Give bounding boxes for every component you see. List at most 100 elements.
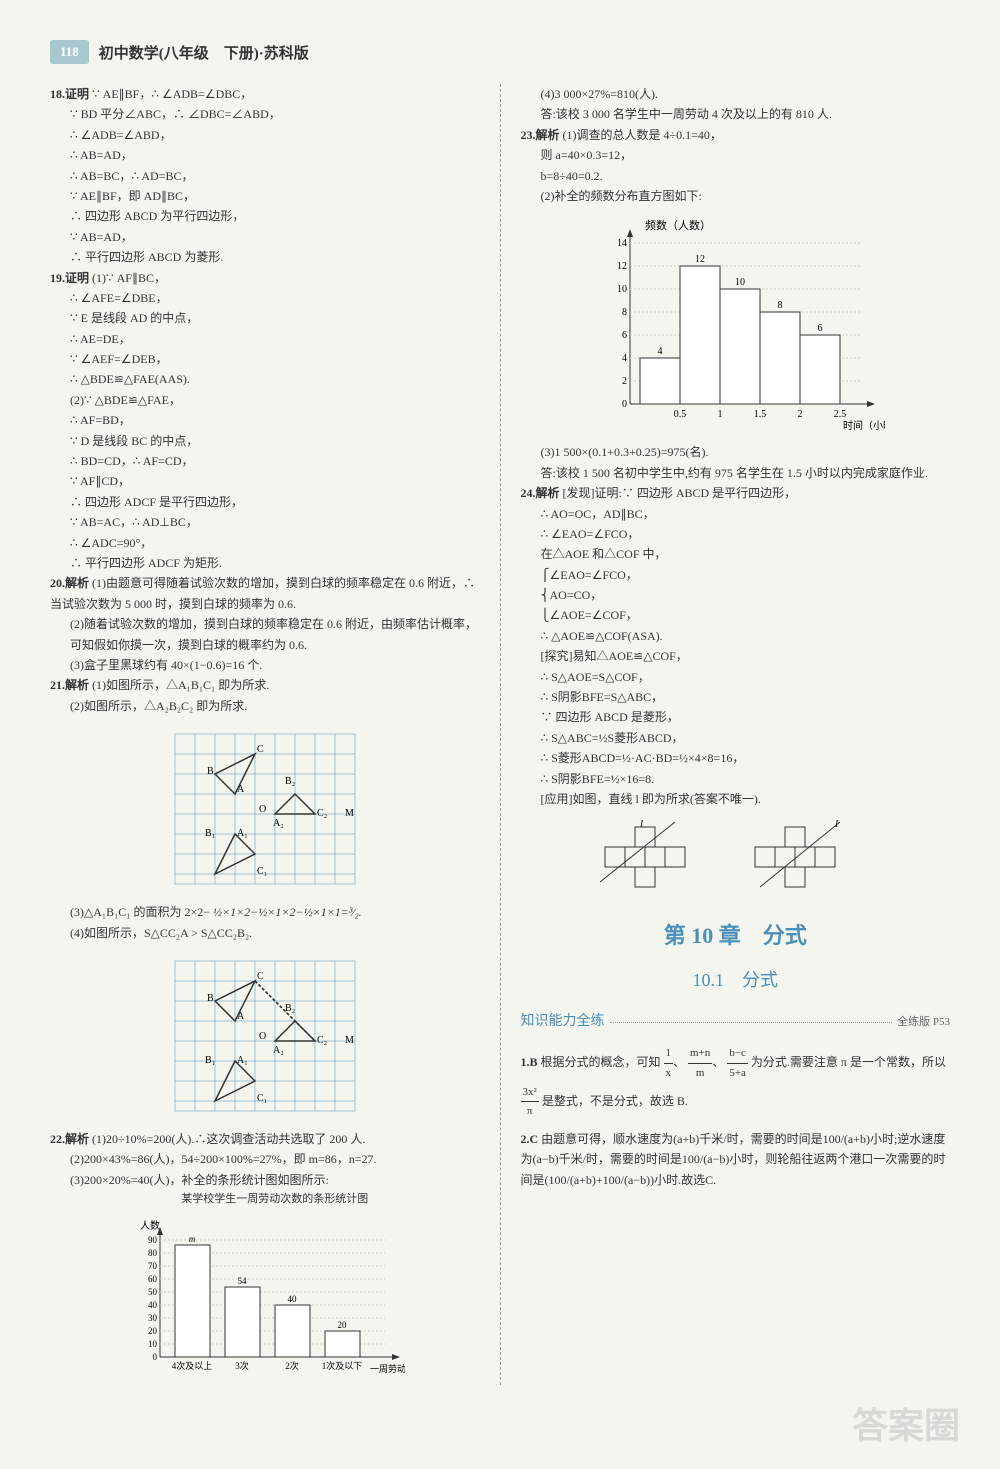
svg-text:O: O <box>259 804 266 815</box>
frac-1x: 1x <box>664 1044 674 1082</box>
svg-text:6: 6 <box>622 330 627 341</box>
q19-p1-l3: ∵ ∠AEF=∠DEB， <box>70 349 480 369</box>
frac-3x2: 3x²π <box>521 1083 539 1121</box>
q24-e-l5: ∴ S阴影BFE=½×16=8. <box>541 769 951 789</box>
q19-p1-l4: ∴ △BDE≌△FAE(AAS). <box>70 369 480 389</box>
svg-text:40: 40 <box>148 1300 158 1310</box>
question-24: 24.解析 [发现]证明:∵ 四边形 ABCD 是平行四边形， ∴ AO=OC，… <box>521 483 951 897</box>
q23-label: 23.解析 <box>521 128 560 142</box>
svg-text:50: 50 <box>148 1287 158 1297</box>
svg-text:12: 12 <box>617 261 627 272</box>
svg-text:频数（人数）: 频数（人数） <box>645 218 711 232</box>
svg-text:人数: 人数 <box>140 1219 160 1232</box>
q24-exp-body: ∴ S△AOE=S△COF， ∴ S阴影BFE=S△ABC， ∵ 四边形 ABC… <box>521 667 951 789</box>
q21-p3-formula: ½×1×2−½×1×2−½×1×1=³⁄₂. <box>213 905 362 919</box>
bar-chart-1: 人数 0 10 20 30 40 50 60 70 80 90 <box>125 1217 405 1377</box>
svg-text:2: 2 <box>622 376 627 387</box>
a1-prefix: 根据分式的概念，可知 <box>541 1055 661 1069</box>
q24-d-l2: 在△AOE 和△COF 中， <box>541 544 951 564</box>
histogram-chart: 频数（人数） 02468101214 <box>585 214 885 434</box>
q18-line7: ∵ AB=AD， <box>70 227 480 247</box>
watermark: 答案圈 <box>852 1397 960 1449</box>
svg-text:B₂: B₂ <box>285 1003 295 1014</box>
q24-d-l5: ⎩∠AOE=∠COF， <box>541 605 951 625</box>
q22-label: 22.解析 <box>50 1132 89 1146</box>
svg-text:10: 10 <box>617 284 627 295</box>
q24-d-l6: ∴ △AOE≌△COF(ASA). <box>541 626 951 646</box>
dots-divider <box>610 1022 893 1023</box>
svg-text:2.5: 2.5 <box>834 409 847 420</box>
q24-d-l4: ⎨AO=CO， <box>541 585 951 605</box>
q21-p1: (1)如图所示，△A₁B₁C₁ 即为所求. <box>92 678 269 692</box>
svg-text:m: m <box>189 1234 196 1244</box>
q19-p2-l3: ∵ AF∥CD， <box>70 471 480 491</box>
svg-text:90: 90 <box>148 1235 158 1245</box>
svg-text:0.5: 0.5 <box>674 409 687 420</box>
q24-e-l2: ∵ 四边形 ABCD 是菱形， <box>541 707 951 727</box>
practice-header: 知识能力全练 全练版 P53 <box>521 1010 951 1034</box>
q20-l2: (3)盒子里黑球约有 40×(1−0.6)=16 个. <box>50 655 480 675</box>
q19-p2-l7: ∴ 平行四边形 ADCF 为矩形. <box>70 553 480 573</box>
svg-text:时间（小时）: 时间（小时） <box>843 419 885 432</box>
q19-p2-l1: ∵ D 是线段 BC 的中点， <box>70 431 480 451</box>
content-area: 18.证明 ∵ AE∥BF，∴ ∠ADB=∠DBC， ∵ BD 平分∠ABC，∴… <box>50 84 950 1385</box>
column-divider <box>500 84 501 1385</box>
q18-line2: ∴ ∠ADB=∠ABD， <box>70 125 480 145</box>
a1-label: 1.B <box>521 1055 538 1069</box>
svg-text:一周劳动次数: 一周劳动次数 <box>370 1363 405 1374</box>
svg-text:0: 0 <box>152 1352 157 1362</box>
q24-e-l3: ∴ S△ABC=½S菱形ABCD， <box>541 728 951 748</box>
svg-text:54: 54 <box>237 1276 247 1286</box>
svg-text:B: B <box>207 993 214 1004</box>
q23-p3-l0: (3)1 500×(0.1+0.3+0.25)=975(名). <box>521 442 951 462</box>
svg-text:B₁: B₁ <box>205 828 215 839</box>
q23-p1-l2: b=8÷40=0.2. <box>521 166 951 186</box>
q19-label: 19.证明 <box>50 271 89 285</box>
q19-p1-l1: ∵ E 是线段 AD 的中点， <box>70 308 480 328</box>
svg-text:3次: 3次 <box>235 1360 249 1371</box>
q18-line5: ∵ AE∥BF，即 AD∥BC， <box>70 186 480 206</box>
right-column: (4)3 000×27%=810(人). 答:该校 3 000 名学生中一周劳动… <box>521 84 951 1385</box>
q23-p2-label: (2)补全的频数分布直方图如下: <box>521 186 951 206</box>
svg-text:A: A <box>237 784 245 795</box>
q22-l0: (1)20÷10%=200(人).∴这次调查活动共选取了 200 人. <box>92 1132 365 1146</box>
q19-p1-label: (1)∵ AF∥BC， <box>92 271 166 285</box>
grid-diagram-1: CBA B₂C₂ OA₂M B₁A₁C₁ <box>165 724 365 894</box>
svg-text:14: 14 <box>617 238 627 249</box>
q21-p4: (4)如图所示，S△CC₂A > S△CC₂B₂. <box>50 923 480 943</box>
svg-text:C₁: C₁ <box>257 866 267 877</box>
svg-text:C₁: C₁ <box>257 1093 267 1104</box>
page-number: 118 <box>50 40 89 64</box>
svg-text:30: 30 <box>148 1313 158 1323</box>
svg-text:60: 60 <box>148 1274 158 1284</box>
svg-text:10: 10 <box>148 1339 158 1349</box>
q18-line1: ∵ BD 平分∠ABC，∴ ∠DBC=∠ABD， <box>70 104 480 124</box>
question-22: 22.解析 (1)20÷10%=200(人).∴这次调查活动共选取了 200 人… <box>50 1129 480 1377</box>
q18-line3: ∴ AB=AD， <box>70 145 480 165</box>
q22-l2: (3)200×20%=40(人)，补全的条形统计图如图所示: <box>50 1170 480 1190</box>
svg-text:80: 80 <box>148 1248 158 1258</box>
practice-label: 知识能力全练 <box>521 1010 605 1034</box>
q18-line4: ∴ AB=BC，∴ AD=BC， <box>70 166 480 186</box>
svg-text:C: C <box>257 744 264 755</box>
svg-text:0: 0 <box>622 399 627 410</box>
q22-cont-l0: (4)3 000×27%=810(人). <box>521 84 951 104</box>
svg-text:B: B <box>207 766 214 777</box>
answer-1: 1.B 根据分式的概念，可知 1x、 m+nm、 b−c5+a 为分式.需要注意… <box>521 1044 951 1121</box>
q21-p3: (3)△A₁B₁C₁ 的面积为 2×2− ½×1×2−½×1×2−½×1×1=³… <box>50 902 480 922</box>
q18-line8: ∴ 平行四边形 ABCD 为菱形. <box>70 247 480 267</box>
q23-p1-l1: 则 a=40×0.3=12， <box>521 145 951 165</box>
svg-text:40: 40 <box>287 1294 297 1304</box>
question-19: 19.证明 (1)∵ AF∥BC， ∴ ∠AFE=∠DBE， ∵ E 是线段 A… <box>50 268 480 574</box>
question-23: 23.解析 (1)调查的总人数是 4÷0.1=40， 则 a=40×0.3=12… <box>521 125 951 483</box>
svg-text:B₁: B₁ <box>205 1055 215 1066</box>
svg-text:70: 70 <box>148 1261 158 1271</box>
svg-text:20: 20 <box>337 1320 347 1330</box>
svg-text:M: M <box>345 808 354 819</box>
q21-grid-figure2: CBA B₂C₂ OA₂M B₁A₁C₁ <box>50 951 480 1121</box>
q24-disc-body: ∴ AO=OC，AD∥BC， ∴ ∠EAO=∠FCO， 在△AOE 和△COF … <box>521 504 951 647</box>
q24-exp-label: [探究]易知△AOE≌△COF， <box>521 646 951 666</box>
q23-p1-l0: (1)调查的总人数是 4÷0.1=40， <box>563 128 722 142</box>
q21-label: 21.解析 <box>50 678 89 692</box>
q19-p1-l0: ∴ ∠AFE=∠DBE， <box>70 288 480 308</box>
